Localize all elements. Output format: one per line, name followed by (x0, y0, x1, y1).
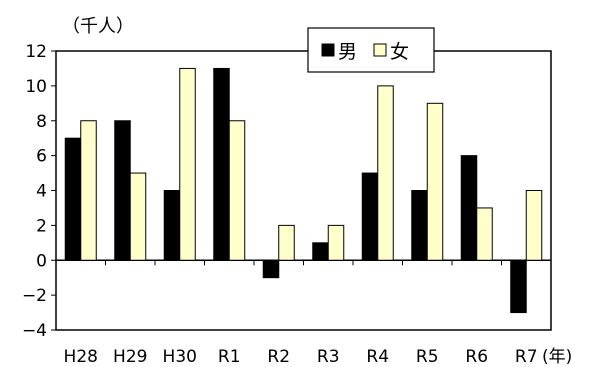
y-tick-label: 10 (25, 77, 47, 97)
bar-series (64, 67, 543, 314)
bar-female-R2 (278, 224, 295, 261)
x-tick-label: R1 (218, 347, 241, 367)
y-tick-label: 4 (36, 182, 47, 202)
y-tick-label: −4 (22, 321, 47, 341)
x-tick-label: R7 (515, 347, 538, 367)
y-tick-label: 12 (25, 42, 47, 62)
bar-female-R5 (426, 102, 444, 261)
unit-label: （千人） (62, 16, 134, 37)
bar-male-R4 (361, 172, 379, 261)
legend-swatch-male (321, 43, 335, 57)
x-tick-label: H29 (113, 347, 147, 367)
x-tick-label: R3 (317, 347, 340, 367)
legend-swatch-female (373, 43, 387, 57)
legend-label-male: 男 (338, 41, 357, 63)
y-tick-label: 2 (36, 216, 47, 236)
x-tick-label: H30 (163, 347, 197, 367)
bar-male-R1 (213, 67, 230, 261)
legend: 男 女 (307, 27, 435, 73)
bar-male-R5 (411, 190, 428, 261)
x-tick-label: R5 (416, 347, 439, 367)
bar-male-R6 (460, 155, 478, 261)
x-tick-label: R2 (267, 347, 290, 367)
bar-male-R2 (262, 259, 280, 279)
bar-male-H29 (114, 120, 131, 261)
x-tick-label: R6 (465, 347, 488, 367)
bar-male-H30 (163, 190, 181, 261)
y-axis: −4 −2 0 2 4 6 8 10 12 (22, 42, 56, 341)
bar-male-R7 (510, 259, 527, 314)
bar-female-H29 (129, 172, 147, 261)
bar-female-R1 (228, 120, 246, 261)
bar-female-R7 (525, 190, 543, 261)
bar-female-H28 (80, 120, 97, 261)
bar-female-R3 (327, 224, 345, 261)
x-tick-label: R4 (366, 347, 389, 367)
bar-male-H28 (64, 137, 82, 261)
bar-female-H30 (179, 67, 196, 261)
bar-female-R4 (377, 85, 394, 261)
x-axis-suffix: (年) (542, 347, 572, 367)
x-axis: H28 H29 H30 R1 R2 R3 R4 R5 R6 R7 (64, 260, 552, 367)
y-tick-label: 8 (36, 112, 47, 132)
y-tick-label: −2 (22, 286, 47, 306)
y-tick-label: 0 (36, 251, 47, 271)
bar-female-R6 (476, 207, 493, 261)
bar-male-R3 (312, 242, 329, 261)
x-tick-label: H28 (64, 347, 98, 367)
legend-label-female: 女 (390, 41, 409, 63)
y-tick-label: 6 (36, 147, 47, 167)
